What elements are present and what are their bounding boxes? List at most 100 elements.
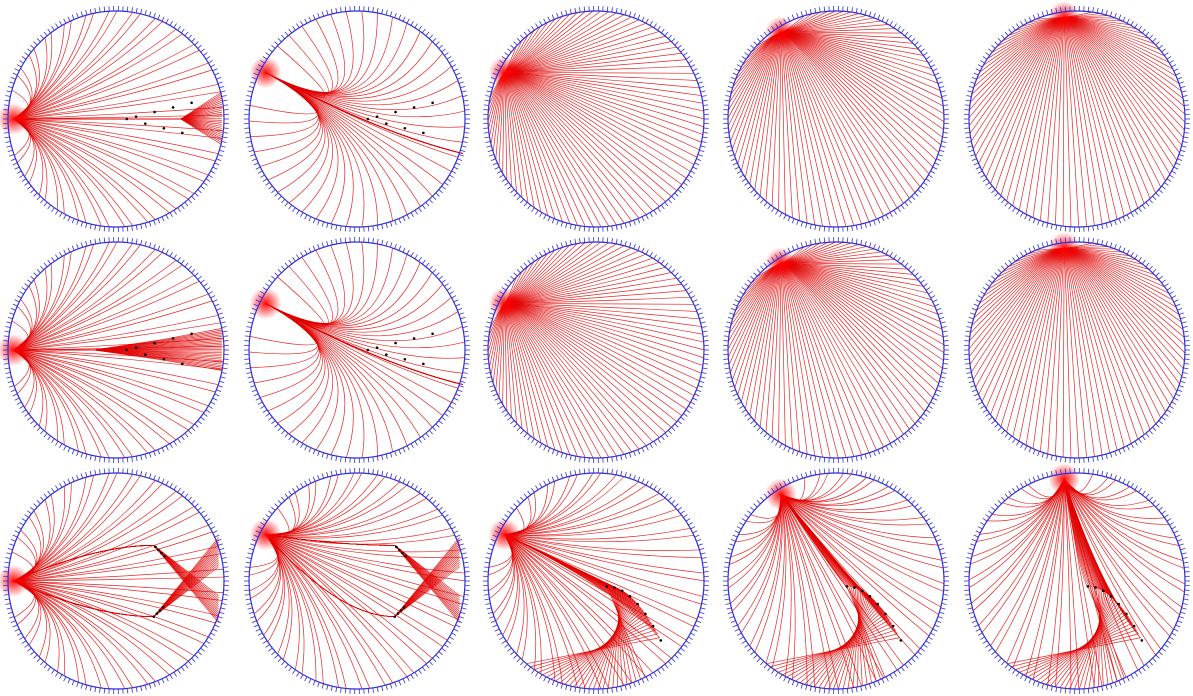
boundary-tick (181, 29, 184, 33)
boundary-tick (824, 457, 825, 462)
boundary-tick (1135, 672, 1138, 676)
boundary-tick (158, 477, 160, 482)
boundary-tick (407, 677, 409, 681)
boundary-tick (1119, 477, 1121, 482)
boundary-tick (886, 446, 888, 450)
boundary-tick (1146, 32, 1149, 36)
boundary-tick (634, 451, 636, 456)
caustic-point (1087, 585, 1090, 588)
boundary-tick (422, 205, 425, 209)
boundary-tick (309, 448, 311, 453)
ray-line (1055, 17, 1064, 225)
boundary-ticks (723, 468, 949, 694)
boundary-tick (754, 655, 758, 658)
boundary-tick (390, 12, 392, 17)
boundary-tick (487, 377, 492, 378)
caustic-point (163, 358, 166, 361)
boundary-tick (86, 472, 87, 477)
boundary-tick (192, 500, 195, 504)
boundary-tick (1047, 472, 1048, 477)
boundary-tick (296, 24, 299, 28)
boundary-tick (701, 553, 706, 554)
boundary-tick (1146, 664, 1149, 668)
boundary-tick (221, 322, 226, 323)
boundary-tick (222, 562, 227, 563)
boundary-tick (974, 535, 979, 537)
boundary-tick (386, 10, 387, 15)
boundary-tick (493, 394, 498, 396)
boundary-tick (149, 453, 151, 458)
boundary-tick (1056, 225, 1057, 230)
boundary-tick (222, 599, 227, 600)
boundary-tick (271, 276, 275, 279)
boundary-tick (702, 558, 707, 559)
boundary-tick (268, 417, 272, 420)
boundary-tick (548, 479, 550, 484)
boundary-tick (1159, 507, 1163, 510)
boundary-tick (218, 386, 223, 388)
boundary-tick (861, 686, 862, 691)
boundary-tick (68, 479, 70, 484)
boundary-tick (540, 675, 543, 679)
boundary-tick (463, 562, 468, 563)
boundary-tick (444, 644, 448, 647)
boundary-tick (724, 133, 729, 134)
boundary-tick (1139, 439, 1142, 443)
boundary-tick (621, 240, 622, 245)
boundary-tick (313, 681, 315, 686)
caustic-point (126, 118, 129, 121)
boundary-tick (760, 430, 763, 434)
boundary-tick (1182, 322, 1187, 323)
boundary-tick (943, 364, 948, 365)
boundary-tick (686, 179, 690, 182)
boundary-tick (865, 472, 866, 477)
boundary-tick (449, 406, 453, 409)
ray-line (505, 303, 672, 427)
boundary-tick (882, 679, 884, 684)
caustic-point (422, 132, 425, 135)
boundary-tick (422, 491, 425, 495)
boundary-tick (735, 300, 739, 302)
boundary-tick (1183, 327, 1188, 328)
boundary-tick (499, 175, 503, 178)
boundary-tick (1180, 86, 1185, 87)
boundary-tick (725, 137, 730, 138)
boundary-tick (203, 182, 207, 185)
boundary-tick (195, 504, 199, 507)
boundary-tick (650, 444, 653, 448)
boundary-tick (1182, 146, 1187, 147)
boundary-tick (976, 167, 980, 169)
boundary-tick (584, 688, 585, 693)
ray-line (505, 72, 672, 196)
boundary-tick (686, 518, 690, 521)
boundary-tick (17, 65, 21, 67)
boundary-tick (988, 511, 992, 514)
boundary-tick (399, 219, 401, 224)
boundary-tick (136, 225, 137, 230)
boundary-tick (170, 675, 173, 679)
boundary-tick (208, 522, 212, 525)
boundary-tick (60, 444, 63, 448)
boundary-tick (824, 238, 825, 243)
boundary-tick (433, 196, 436, 200)
boundary-tick (1115, 682, 1117, 687)
boundary-tick (452, 171, 456, 173)
boundary-tick (750, 45, 754, 48)
boundary-tick (852, 469, 853, 474)
boundary-tick (1047, 241, 1048, 246)
boundary-tick (810, 224, 811, 229)
boundary-tick (463, 372, 468, 373)
boundary-tick (293, 26, 296, 30)
boundary-tick (693, 300, 697, 302)
boundary-tick (731, 539, 736, 541)
boundary-tick (1156, 273, 1160, 276)
boundary-tick (931, 633, 935, 635)
boundary-tick (399, 681, 401, 686)
boundary-tick (939, 612, 944, 613)
boundary-tick (174, 672, 177, 676)
boundary-tick (970, 617, 975, 619)
boundary-tick (535, 24, 538, 28)
boundary-tick (731, 390, 736, 392)
boundary-tick (245, 364, 250, 365)
boundary-tick (252, 390, 257, 392)
